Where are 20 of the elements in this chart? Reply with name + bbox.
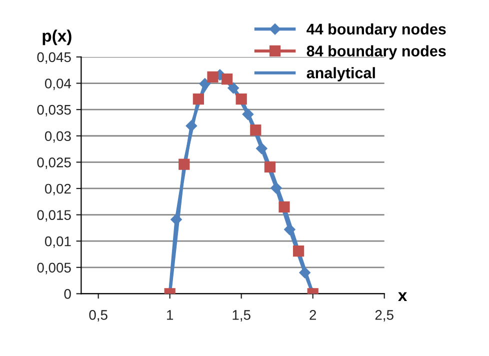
x-axis-title: x [398, 292, 408, 302]
legend-label: 84 boundary nodes [306, 45, 446, 60]
y-tick-label: 0,03 [44, 131, 71, 143]
y-tick-label: 0,025 [37, 158, 71, 169]
y-axis-title: p(x) [42, 30, 72, 46]
x-tick-label: 2 [310, 310, 316, 320]
x-tick-label: 1,5 [232, 310, 250, 322]
y-tick-label: 0,005 [37, 262, 71, 274]
legend-label: analytical [306, 67, 375, 82]
x-tick-label: 1 [167, 310, 174, 320]
y-tick-label: 0,02 [44, 184, 71, 196]
x-tick-label: 2,5 [375, 310, 394, 322]
y-tick-label: 0,04 [44, 78, 72, 90]
y-tick-label: 0,01 [44, 236, 71, 248]
y-tick-label: 0,015 [37, 210, 71, 222]
y-tick-label: 0 [64, 289, 71, 299]
x-tick-label: 0,5 [89, 310, 108, 322]
y-tick-label: 0,035 [37, 104, 71, 116]
y-tick-label: 0,045 [37, 52, 71, 64]
legend-label: 44 boundary nodes [306, 23, 446, 38]
